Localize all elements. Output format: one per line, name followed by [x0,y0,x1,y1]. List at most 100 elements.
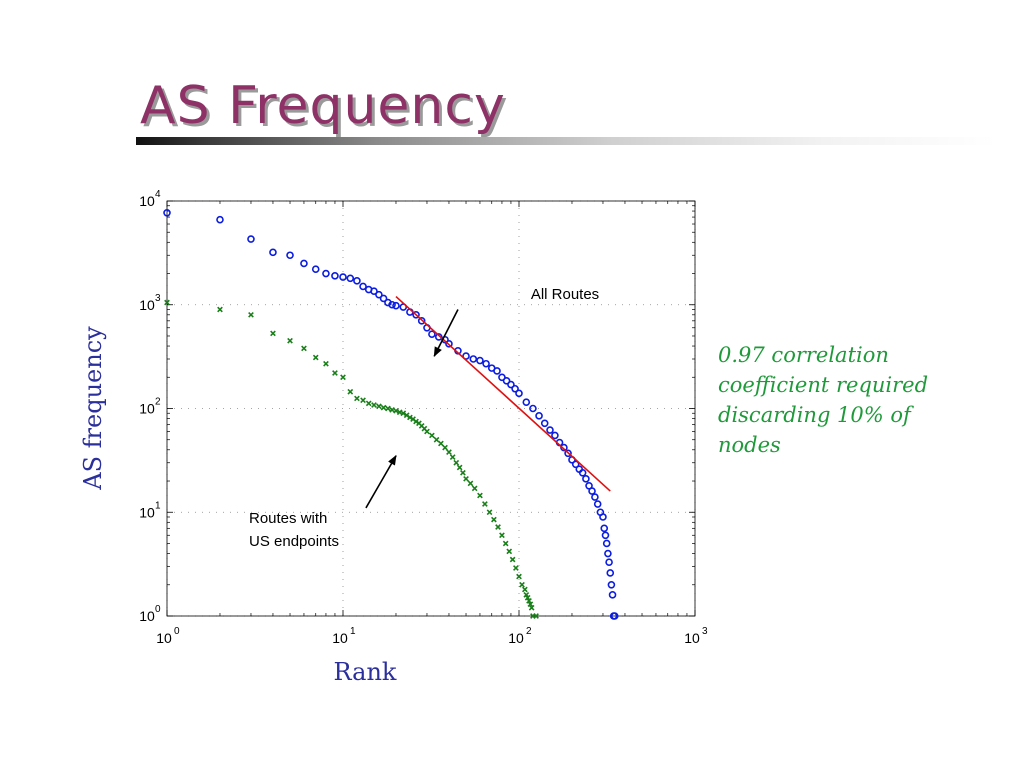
us-routes-point [516,573,522,580]
us-routes-label: US endpoints [249,533,339,550]
all-routes-point [417,317,426,325]
x-tick-exponent: 0 [174,626,180,637]
all-routes-point [564,449,572,458]
us-routes-point [365,400,372,407]
us-routes-point [360,397,366,404]
all-routes-point [507,380,515,389]
us-routes-point [332,370,338,376]
us-routes-point [407,414,413,421]
all-routes-point [601,531,610,540]
us-routes-point [491,516,497,523]
us-routes-point [301,345,307,352]
y-tick-label: 10 [139,297,155,313]
us-routes-point [486,509,493,516]
all-routes-point [269,248,277,257]
us-routes-point [499,532,505,539]
all-routes-point [602,539,611,548]
us-routes-point [347,388,354,395]
all-routes-point [540,419,549,428]
all-routes-point [607,580,616,589]
all-routes-point [600,524,609,533]
us-routes-point [312,354,319,361]
all-routes-point [216,215,224,224]
all-routes-point [392,301,400,310]
all-routes-point [502,376,511,385]
all-routes-point [379,294,388,303]
us-routes-point [354,395,360,402]
x-tick-label: 10 [684,630,700,646]
all-routes-point [498,373,506,382]
y-tick-exponent: 4 [155,189,161,200]
us-routes-point [463,475,469,482]
all-routes-point [606,569,615,577]
note-line: nodes [718,433,781,457]
us-routes-point [528,604,535,611]
us-routes-point [429,432,435,439]
x-tick-exponent: 3 [702,626,708,637]
x-axis-label: Rank [334,658,397,686]
us-routes-point [371,402,377,408]
us-routes-point [287,337,293,344]
us-routes-label: Routes with [249,510,327,527]
us-routes-point [482,501,488,507]
us-routes-point [524,594,531,601]
title-underline [136,137,996,145]
us-routes-point [460,469,466,476]
all-routes-point [511,384,519,393]
all-routes-point [535,412,543,420]
all-routes-point [311,265,320,274]
all-routes-point [412,311,420,319]
all-routes-point [469,355,478,363]
all-routes-point [515,389,523,398]
all-routes-point [445,340,453,348]
x-tick-exponent: 1 [350,626,356,637]
all-routes-point [493,367,501,375]
all-routes-point [582,475,590,483]
all-routes-point [247,235,255,243]
us-routes-point [519,581,525,588]
us-routes-point [424,428,430,435]
us-routes-point [526,597,532,604]
correlation-note: 0.97 correlation coefficient required di… [718,340,948,460]
all-routes-point [331,272,339,280]
all-routes-point [339,273,347,281]
x-tick-label: 10 [508,630,524,646]
all-routes-point [591,493,599,501]
all-routes-point [322,269,330,278]
all-routes-point [286,251,294,260]
annotation-layer: All Routes Routes with US endpoints [249,286,599,550]
y-tick-exponent: 0 [155,604,161,615]
all-routes-point [571,460,580,469]
us-routes-point [449,454,456,460]
all-routes-point [560,443,568,452]
all-routes-point [434,333,443,341]
note-line: 0.97 correlation [718,343,889,367]
all-routes-point [588,487,596,495]
all-routes-point [578,469,587,477]
y-tick-label: 10 [139,193,155,209]
us-routes-point [433,436,440,443]
slide-title: AS Frequency [140,76,506,136]
us-routes-point [477,492,483,499]
us-routes-point [385,405,391,412]
all-routes-point [599,513,607,521]
us-routes-point [340,374,346,381]
all-routes-point [522,398,531,407]
all-routes-point [476,356,484,365]
us-routes-point [248,311,254,318]
us-routes-point [380,404,387,411]
all-routes-point [605,558,613,567]
us-routes-point [389,407,395,413]
us-routes-point [270,330,276,337]
us-routes-point [393,407,399,414]
y-tick-exponent: 1 [155,500,161,511]
us-routes-point [323,360,329,367]
y-tick-label: 10 [139,504,155,520]
us-routes-point [523,591,530,598]
us-routes-point [527,601,534,608]
all-routes-point [346,274,355,283]
all-routes-point [428,330,436,339]
note-line: discarding 10% of [718,403,911,427]
all-routes-point [551,431,559,440]
